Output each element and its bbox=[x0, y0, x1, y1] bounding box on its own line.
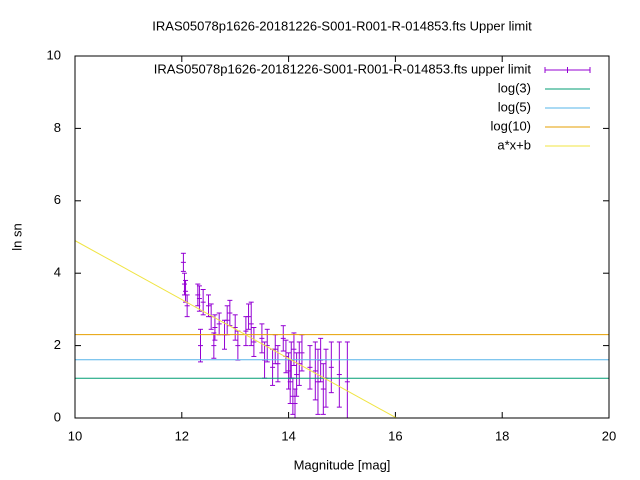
x-tick-label: 18 bbox=[495, 428, 509, 443]
legend-label: log(5) bbox=[498, 99, 531, 114]
legend-label: log(10) bbox=[491, 118, 531, 133]
x-tick-label: 12 bbox=[175, 428, 189, 443]
y-axis-label: ln sn bbox=[9, 223, 24, 250]
x-tick-label: 20 bbox=[602, 428, 616, 443]
y-tick-label: 10 bbox=[47, 47, 61, 62]
x-tick-label: 10 bbox=[68, 428, 82, 443]
plot-border bbox=[74, 55, 610, 419]
line bbox=[75, 240, 397, 418]
legend-label: a*x+b bbox=[497, 137, 531, 152]
y-tick-label: 2 bbox=[54, 337, 61, 352]
y-tick-label: 8 bbox=[54, 120, 61, 135]
x-tick-label: 14 bbox=[281, 428, 295, 443]
x-tick-label: 16 bbox=[388, 428, 402, 443]
legend-label: IRAS05078p1626-20181226-S001-R001-R-0148… bbox=[154, 61, 532, 76]
y-tick-label: 6 bbox=[54, 192, 61, 207]
chart-title: IRAS05078p1626-20181226-S001-R001-R-0148… bbox=[152, 18, 532, 33]
y-tick-label: 0 bbox=[54, 409, 61, 424]
x-axis-label: Magnitude [mag] bbox=[294, 457, 391, 472]
y-tick-label: 4 bbox=[54, 265, 61, 280]
legend-label: log(3) bbox=[498, 80, 531, 95]
